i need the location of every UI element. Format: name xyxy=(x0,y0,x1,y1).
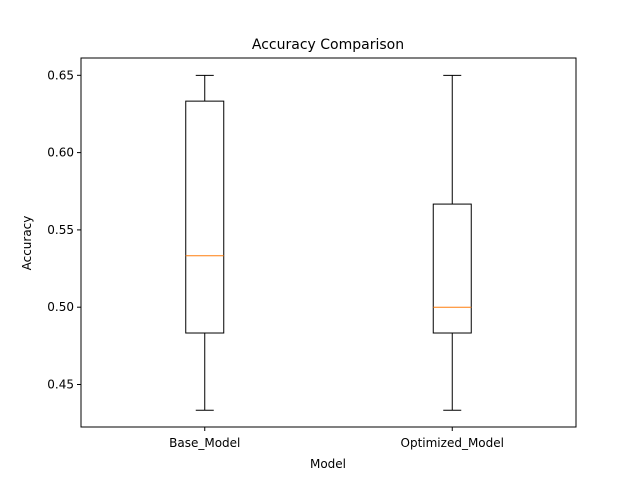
axes-frame xyxy=(80,57,577,428)
y-tick-label: 0.50 xyxy=(47,300,74,314)
box-optimized-model xyxy=(432,203,472,334)
box-base-model xyxy=(185,100,225,334)
x-axis-label: Model xyxy=(310,457,346,471)
y-tick-label: 0.55 xyxy=(47,223,74,237)
y-tick-label: 0.65 xyxy=(47,68,74,82)
x-tick-label: Optimized_Model xyxy=(401,436,504,450)
chart-title: Accuracy Comparison xyxy=(252,37,404,53)
y-tick-label: 0.45 xyxy=(47,377,74,391)
x-tick-label: Base_Model xyxy=(169,436,240,450)
y-axis-label: Accuracy xyxy=(20,216,34,271)
plot-area: 0.45 0.50 0.55 0.60 0.65 Base_Model Optimized_… xyxy=(47,57,577,450)
y-tick-label: 0.60 xyxy=(47,146,74,160)
